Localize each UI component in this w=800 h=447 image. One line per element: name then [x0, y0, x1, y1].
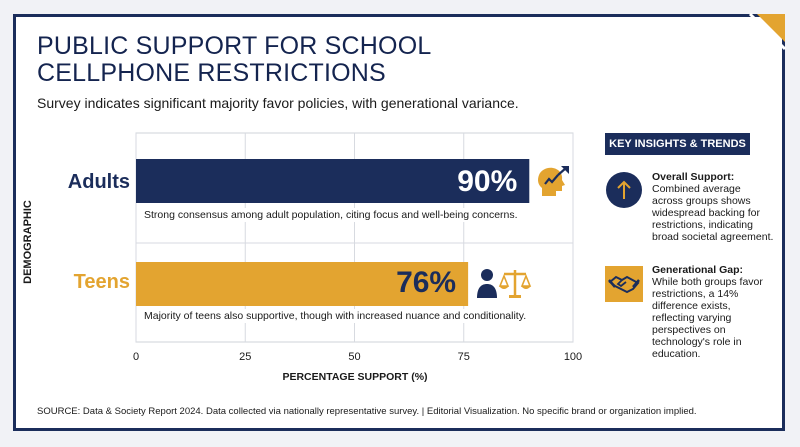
- bar-adults: [136, 159, 530, 203]
- insight-title: Overall Support:: [652, 171, 735, 183]
- bar-value-teens: 76%: [396, 266, 457, 299]
- arrow-up-icon: [606, 172, 642, 208]
- insight-text: Generational Gap: While both groups favo…: [652, 264, 774, 360]
- page-title: PUBLIC SUPPORT FOR SCHOOL CELLPHONE REST…: [37, 32, 431, 87]
- insights-heading: KEY INSIGHTS & TRENDS: [605, 133, 750, 155]
- source-footer: SOURCE: Data & Society Report 2024. Data…: [37, 406, 697, 417]
- corner-accent: [748, 12, 787, 51]
- x-tick-label: 25: [239, 351, 252, 363]
- handshake-icon: [605, 266, 643, 302]
- bar-caption-teens: Majority of teens also supportive, thoug…: [140, 309, 531, 323]
- insight-text: Overall Support: Combined average across…: [652, 171, 774, 243]
- x-tick-label: 75: [457, 351, 470, 363]
- insight-overall-support: Overall Support: Combined average across…: [605, 171, 773, 243]
- bar-value-adults: 90%: [457, 165, 518, 198]
- x-axis-title: PERCENTAGE SUPPORT (%): [282, 371, 428, 383]
- bar-teens: [136, 262, 469, 306]
- category-label-adults: Adults: [67, 171, 130, 193]
- page-subtitle: Survey indicates significant majority fa…: [37, 95, 519, 111]
- x-tick-label: 100: [563, 351, 583, 363]
- insight-body: While both groups favor restrictions, a …: [652, 276, 763, 360]
- person-scales-icon: [477, 269, 532, 298]
- insight-title: Generational Gap:: [652, 264, 744, 276]
- insight-body: Combined average across groups shows wid…: [652, 183, 774, 243]
- x-tick-label: 50: [348, 351, 361, 363]
- head-growth-icon: [538, 166, 569, 196]
- insight-generational-gap: Generational Gap: While both groups favo…: [605, 264, 770, 360]
- infographic-frame: [13, 14, 785, 431]
- bar-caption-adults: Strong consensus among adult population,…: [140, 208, 522, 222]
- x-tick-label: 0: [132, 351, 140, 363]
- category-label-teens: Teens: [73, 271, 130, 293]
